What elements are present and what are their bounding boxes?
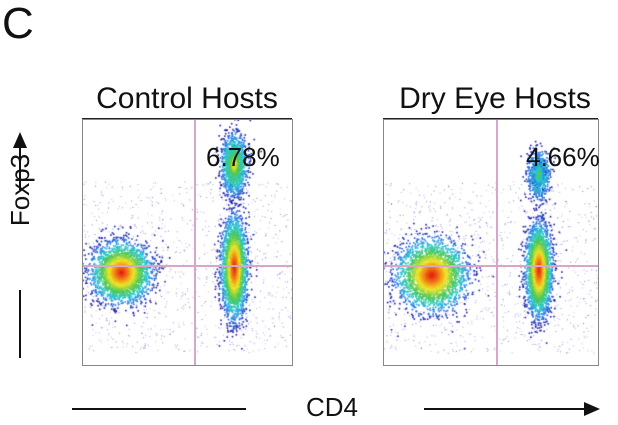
flow-plot-dry-eye	[383, 119, 599, 366]
y-axis-arrow	[13, 132, 27, 358]
density-scatter-dry-eye	[384, 120, 598, 365]
quadrant-percent-dry-eye: 4.66%	[526, 142, 600, 172]
panel-letter: C	[2, 0, 34, 48]
x-axis-arrow	[72, 402, 600, 416]
y-axis-label: Foxp3	[5, 153, 35, 227]
flow-plot-control	[82, 119, 293, 366]
plot-title-control: Control Hosts	[96, 82, 278, 115]
gate-horizontal-dry-eye	[384, 265, 598, 267]
gate-horizontal-control	[83, 265, 292, 267]
x-axis-label: CD4	[306, 392, 359, 422]
plot-title-dry-eye: Dry Eye Hosts	[399, 82, 591, 115]
gate-vertical-dry-eye	[496, 120, 498, 365]
quadrant-percent-control: 6.78%	[206, 142, 280, 172]
density-scatter-control	[83, 120, 292, 365]
gate-vertical-control	[194, 120, 196, 365]
